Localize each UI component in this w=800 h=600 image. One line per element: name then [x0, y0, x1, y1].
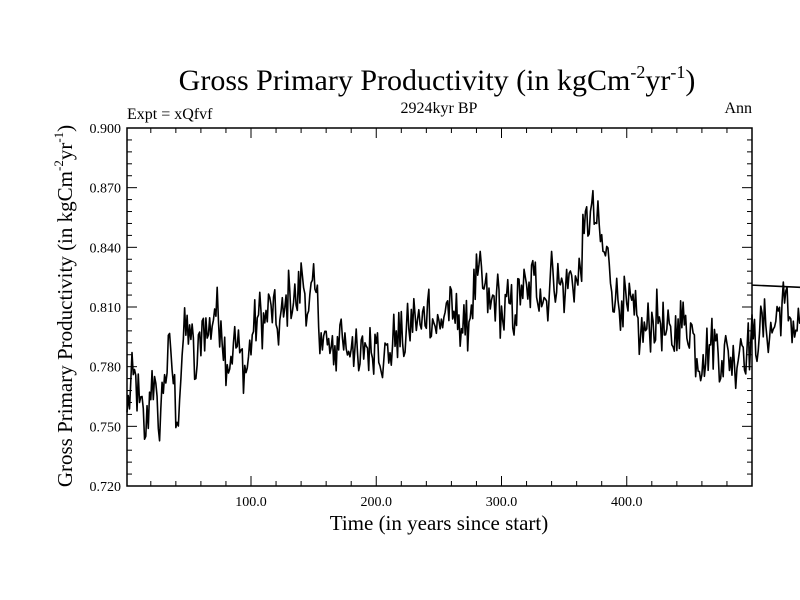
subtitle-left: Expt = xQfvf — [127, 106, 213, 123]
x-tick-label: 300.0 — [486, 495, 518, 510]
x-axis-label: Time (in years since start) — [330, 511, 549, 535]
y-tick-label: 0.780 — [90, 361, 122, 376]
y-tick-label: 0.720 — [90, 480, 122, 495]
y-axis-label: Gross Primary Productivity (in kgCm-2yr-… — [51, 125, 77, 487]
subtitle-center: 2924kyr BP — [401, 100, 478, 117]
subtitle-right: Ann — [724, 100, 752, 117]
y-tick-label: 0.870 — [90, 182, 122, 197]
chart-title: Gross Primary Productivity (in kgCm-2yr-… — [179, 62, 696, 97]
series-line — [126, 189, 800, 442]
x-tick-label: 100.0 — [235, 495, 267, 510]
y-tick-label: 0.810 — [90, 301, 122, 316]
x-tick-label: 200.0 — [360, 495, 392, 510]
y-tick-label: 0.900 — [90, 122, 122, 137]
y-tick-label: 0.840 — [90, 241, 122, 256]
x-tick-label: 400.0 — [611, 495, 643, 510]
y-tick-label: 0.750 — [90, 420, 122, 435]
